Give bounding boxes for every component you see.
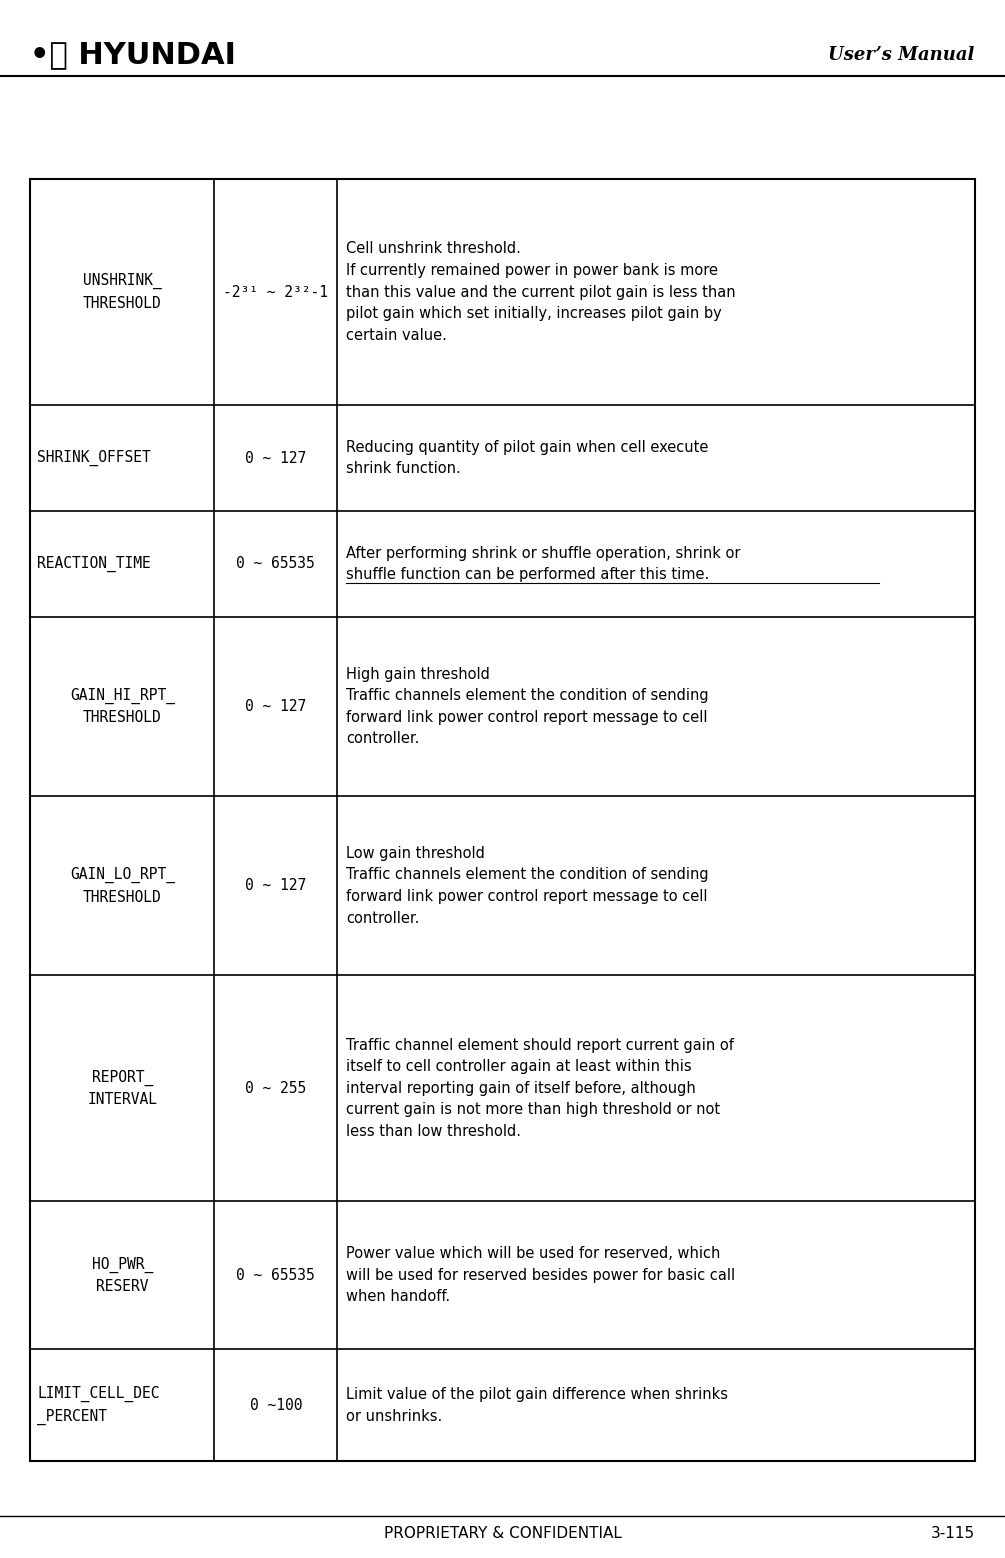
Text: 0 ~ 65535: 0 ~ 65535	[236, 1268, 316, 1282]
Text: High gain threshold
Traffic channels element the condition of sending
forward li: High gain threshold Traffic channels ele…	[347, 667, 709, 746]
Text: Cell unshrink threshold.
If currently remained power in power bank is more
than : Cell unshrink threshold. If currently re…	[347, 241, 736, 343]
Text: 0 ~100: 0 ~100	[249, 1398, 303, 1413]
Text: LIMIT_CELL_DEC
_PERCENT: LIMIT_CELL_DEC _PERCENT	[37, 1385, 160, 1426]
Text: REACTION_TIME: REACTION_TIME	[37, 556, 151, 572]
Text: PROPRIETARY & CONFIDENTIAL: PROPRIETARY & CONFIDENTIAL	[384, 1525, 621, 1541]
Bar	[30, 179, 975, 1461]
Text: 0 ~ 65535: 0 ~ 65535	[236, 556, 316, 572]
Text: Limit value of the pilot gain difference when shrinks
or unshrinks.: Limit value of the pilot gain difference…	[347, 1387, 729, 1424]
Text: 0 ~ 127: 0 ~ 127	[245, 700, 307, 714]
Text: 0 ~ 127: 0 ~ 127	[245, 879, 307, 893]
Text: Power value which will be used for reserved, which
will be used for reserved bes: Power value which will be used for reser…	[347, 1246, 736, 1304]
Text: GAIN_HI_RPT_
THRESHOLD: GAIN_HI_RPT_ THRESHOLD	[69, 687, 175, 726]
Text: 3-115: 3-115	[931, 1525, 975, 1541]
Text: GAIN_LO_RPT_
THRESHOLD: GAIN_LO_RPT_ THRESHOLD	[69, 866, 175, 905]
Text: HO_PWR_
RESERV: HO_PWR_ RESERV	[91, 1256, 153, 1295]
Text: 0 ~ 127: 0 ~ 127	[245, 450, 307, 466]
Text: •⬛ HYUNDAI: •⬛ HYUNDAI	[30, 41, 236, 69]
Text: 0 ~ 255: 0 ~ 255	[245, 1081, 307, 1095]
Text: SHRINK_OFFSET: SHRINK_OFFSET	[37, 450, 151, 466]
Text: Traffic channel element should report current gain of
itself to cell controller : Traffic channel element should report cu…	[347, 1038, 734, 1139]
Text: After performing shrink or shuffle operation, shrink or
shuffle function can be : After performing shrink or shuffle opera…	[347, 545, 741, 583]
Text: REPORT_
INTERVAL: REPORT_ INTERVAL	[87, 1069, 157, 1108]
Text: -2³¹ ~ 2³²-1: -2³¹ ~ 2³²-1	[223, 285, 329, 299]
Text: UNSHRINK_
THRESHOLD: UNSHRINK_ THRESHOLD	[82, 273, 162, 312]
Text: Low gain threshold
Traffic channels element the condition of sending
forward lin: Low gain threshold Traffic channels elem…	[347, 846, 709, 925]
Text: User’s Manual: User’s Manual	[828, 45, 975, 64]
Text: Reducing quantity of pilot gain when cell execute
shrink function.: Reducing quantity of pilot gain when cel…	[347, 439, 709, 477]
